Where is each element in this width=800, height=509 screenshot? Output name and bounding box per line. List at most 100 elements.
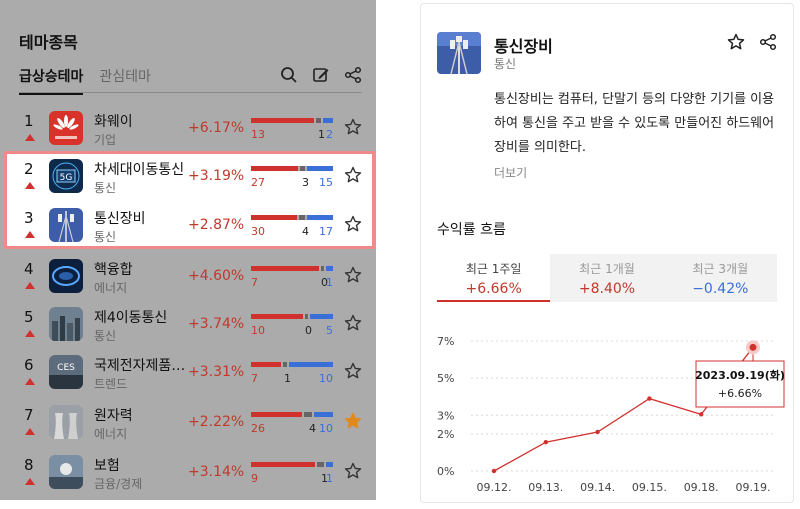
star-icon[interactable]	[344, 462, 362, 480]
x-tick-label: 09.19.	[736, 481, 771, 494]
up-count: 10	[251, 324, 265, 337]
down-segment	[289, 362, 333, 367]
theme-change: +6.17%	[188, 120, 245, 136]
theme-name: 국제전자제품…	[94, 358, 186, 374]
up-segment	[251, 166, 298, 171]
theme-row[interactable]: 3 통신장비 통신 +2.87% 30 4 17	[0, 205, 376, 253]
flat-count: 4	[302, 225, 309, 238]
up-segment	[251, 412, 302, 417]
tab-rising-themes[interactable]: 급상승테마	[19, 66, 84, 95]
down-segment	[307, 166, 333, 171]
y-tick-label: 3%	[437, 409, 454, 422]
detail-category: 통신	[494, 57, 517, 71]
theme-row[interactable]: 6 CES 국제전자제품… 트렌드 +3.31% 7 1 10	[0, 352, 376, 400]
star-icon[interactable]	[727, 33, 745, 51]
rank-number: 4	[24, 260, 34, 278]
flat-segment	[283, 362, 287, 367]
star-icon[interactable]	[344, 314, 362, 332]
flat-count: 0	[321, 276, 328, 289]
data-point	[647, 396, 652, 401]
star-icon[interactable]	[344, 118, 362, 136]
up-segment	[251, 266, 319, 271]
theme-stock-panel: 테마종목 급상승테마 관심테마 1 화웨이 기업 +6.17% 13 1 2 2 5G 차세대이동…	[0, 0, 376, 500]
tooltip-date: 2023.09.19(화)	[695, 368, 785, 382]
down-count: 1	[326, 276, 333, 289]
tab-period-3month[interactable]: 최근 3개월 −0.42%	[663, 254, 777, 302]
down-segment	[323, 118, 333, 123]
detail-title: 통신장비	[494, 37, 553, 56]
down-count: 2	[326, 128, 333, 141]
edit-icon[interactable]	[312, 66, 330, 84]
flat-segment	[321, 266, 324, 271]
more-link[interactable]: 더보기	[494, 166, 528, 180]
theme-category: 통신	[94, 230, 117, 244]
detail-toolbar	[727, 33, 777, 51]
down-count: 17	[319, 225, 333, 238]
theme-name: 보험	[94, 458, 120, 474]
flat-segment	[299, 215, 305, 220]
theme-detail-panel: 통신장비 통신 통신장비는 컴퓨터, 단말기 등의 다양한 기기를 이용하여 통…	[420, 3, 794, 503]
period-label: 최근 1개월	[579, 262, 635, 276]
rank-up-icon	[25, 182, 35, 189]
tab-period-1month[interactable]: 최근 1개월 +8.40%	[550, 254, 664, 302]
fusion-thumbnail	[49, 259, 83, 293]
telecom-tower-thumbnail	[49, 208, 83, 242]
up-segment	[251, 215, 297, 220]
down-count: 15	[319, 176, 333, 189]
up-segment	[251, 362, 281, 367]
tab-period-1week[interactable]: 최근 1주일 +6.66%	[437, 254, 551, 302]
return-flow-title: 수익률 흐름	[437, 222, 506, 238]
y-tick-label: 5%	[437, 372, 454, 385]
up-down-bar	[251, 462, 333, 467]
star-icon[interactable]	[344, 362, 362, 380]
theme-tabs: 급상승테마 관심테마	[19, 66, 151, 95]
theme-row[interactable]: 5 제4이동통신 통신 +3.74% 10 0 5	[0, 304, 376, 352]
share-icon[interactable]	[759, 33, 777, 51]
theme-category: 금융/경제	[94, 477, 143, 491]
rank-number: 3	[24, 209, 34, 227]
theme-row[interactable]: 7 원자력 에너지 +2.22% 26 4 10	[0, 402, 376, 450]
rank-up-icon	[25, 478, 35, 485]
up-down-bar	[251, 166, 333, 171]
up-count: 9	[251, 472, 258, 485]
theme-row[interactable]: 8 보험 금융/경제 +3.14% 9 1 1	[0, 452, 376, 500]
flat-count: 1	[284, 372, 291, 385]
data-point	[595, 429, 600, 435]
theme-row[interactable]: 2 5G 차세대이동통신 통신 +3.19% 27 3 15	[0, 156, 376, 204]
theme-change: +2.87%	[188, 217, 245, 233]
period-label: 최근 3개월	[692, 262, 749, 276]
down-segment	[326, 462, 333, 467]
5g-thumbnail: 5G	[49, 159, 83, 193]
data-point	[749, 343, 757, 351]
star-icon[interactable]	[344, 215, 362, 233]
theme-category: 통신	[94, 181, 117, 195]
period-value: −0.42%	[692, 281, 749, 297]
up-down-bar	[251, 362, 333, 367]
flat-count: 0	[305, 324, 312, 337]
theme-change: +2.22%	[188, 414, 245, 430]
theme-row[interactable]: 1 화웨이 기업 +6.17% 13 1 2	[0, 108, 376, 156]
rank-number: 6	[24, 356, 34, 374]
star-icon[interactable]	[344, 166, 362, 184]
theme-row[interactable]: 4 핵융합 에너지 +4.60% 7 0 1	[0, 256, 376, 304]
share-icon[interactable]	[344, 66, 362, 84]
up-count: 27	[251, 176, 265, 189]
down-segment	[314, 412, 333, 417]
star-icon[interactable]	[344, 412, 362, 430]
up-down-bar	[251, 412, 333, 417]
tooltip-value: +6.66%	[718, 387, 762, 400]
rank-up-icon	[25, 378, 35, 385]
search-icon[interactable]	[280, 66, 298, 84]
svg-text:5G: 5G	[60, 173, 73, 183]
theme-category: 에너지	[94, 281, 128, 295]
theme-name: 차세대이동통신	[94, 162, 185, 178]
rank-number: 7	[24, 406, 34, 424]
data-point	[543, 440, 548, 445]
up-down-bar	[251, 118, 333, 123]
theme-category: 통신	[94, 329, 117, 343]
nuclear-thumbnail	[49, 405, 83, 439]
tab-watch-themes[interactable]: 관심테마	[99, 69, 151, 85]
down-segment	[326, 266, 333, 271]
rank-up-icon	[25, 231, 35, 238]
star-icon[interactable]	[344, 266, 362, 284]
